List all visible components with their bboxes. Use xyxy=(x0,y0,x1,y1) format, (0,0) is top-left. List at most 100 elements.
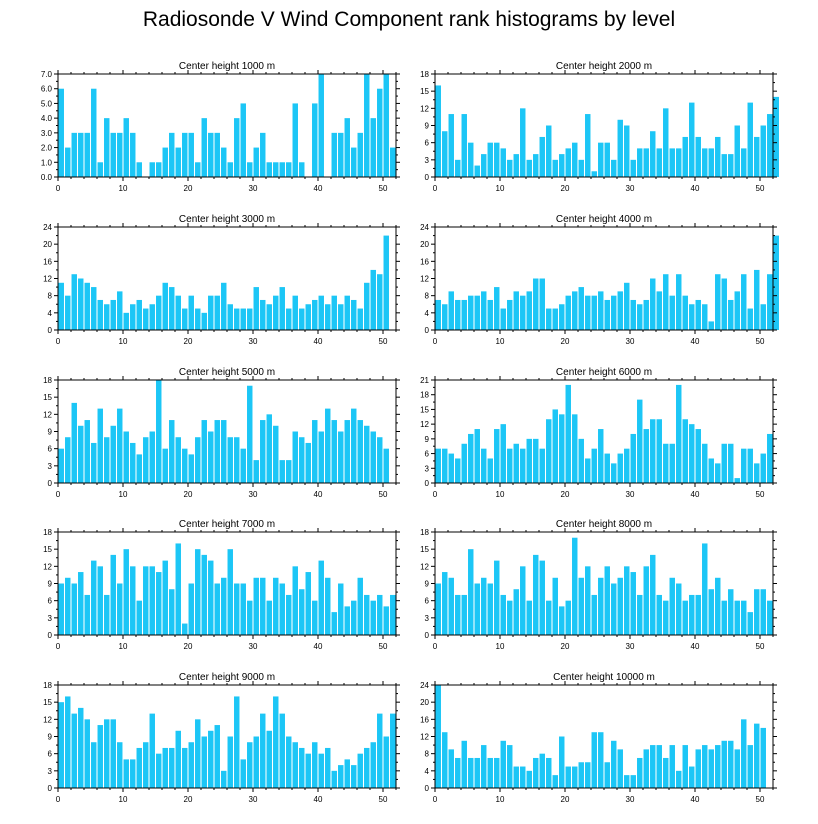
histogram-bar xyxy=(578,287,584,330)
histogram-bar xyxy=(195,719,201,788)
histogram-bar xyxy=(117,408,123,483)
histogram-bar xyxy=(156,295,162,330)
histogram-bar xyxy=(702,543,708,635)
histogram-bar xyxy=(494,757,500,788)
histogram-bar xyxy=(84,719,90,788)
histogram-bar xyxy=(279,713,285,788)
histogram-bar xyxy=(182,132,188,177)
histogram-bar xyxy=(715,463,721,483)
histogram-bar xyxy=(279,287,285,330)
histogram-bar xyxy=(630,572,636,635)
histogram-bar xyxy=(383,235,389,330)
histogram-bar xyxy=(682,600,688,635)
histogram-bar xyxy=(247,162,253,177)
histogram-bar xyxy=(169,287,175,330)
histogram-bar xyxy=(279,583,285,635)
histogram-bar xyxy=(299,589,305,635)
histogram-bar xyxy=(318,753,324,788)
histogram-bar xyxy=(656,594,662,635)
histogram-bar xyxy=(695,749,701,788)
histogram-bar xyxy=(104,594,110,635)
histogram-bar xyxy=(97,162,103,177)
x-tick-label: 30 xyxy=(626,642,635,651)
histogram-bar xyxy=(656,419,662,483)
histogram-bar xyxy=(481,154,487,177)
histogram-bar xyxy=(110,299,116,330)
histogram-bar xyxy=(578,159,584,177)
y-tick-label: 1.0 xyxy=(41,158,53,167)
x-tick-label: 40 xyxy=(314,184,323,193)
histogram-bar xyxy=(58,88,64,177)
histogram-bar xyxy=(221,147,227,177)
histogram-bar xyxy=(481,577,487,635)
histogram-bar xyxy=(533,278,539,330)
histogram-bar xyxy=(520,448,526,483)
histogram-bar xyxy=(604,566,610,635)
histogram-bar xyxy=(110,554,116,635)
histogram-bar xyxy=(721,740,727,788)
histogram-bar xyxy=(494,287,500,330)
histogram-bar xyxy=(728,740,734,788)
histogram-bar xyxy=(669,577,675,635)
histogram-bar xyxy=(708,148,714,177)
histogram-bar xyxy=(123,549,129,635)
histogram-bar xyxy=(604,299,610,330)
histogram-bar xyxy=(513,766,519,788)
histogram-bar xyxy=(149,713,155,788)
histogram-bar xyxy=(565,148,571,177)
y-tick-label: 12 xyxy=(420,420,429,429)
histogram-bar xyxy=(572,291,578,330)
histogram-bar xyxy=(260,713,266,788)
y-tick-label: 3 xyxy=(48,614,53,623)
x-tick-label: 0 xyxy=(433,490,438,499)
x-tick-label: 50 xyxy=(756,337,765,346)
x-tick-label: 20 xyxy=(184,337,193,346)
histogram-bar xyxy=(585,458,591,483)
histogram-bar xyxy=(448,749,454,788)
x-tick-label: 0 xyxy=(56,490,61,499)
histogram-panel: Center height 7000 m 0 3 6 9 12 15 18 0 10 20 30 40 5… xyxy=(43,519,400,651)
histogram-bar xyxy=(91,442,97,483)
histogram-bar xyxy=(292,742,298,788)
y-tick-label: 0 xyxy=(48,479,53,488)
histogram-bar xyxy=(175,543,181,635)
histogram-bar xyxy=(474,757,480,788)
histogram-bar xyxy=(227,549,233,635)
histogram-bar xyxy=(149,162,155,177)
panel-title: Center height 2000 m xyxy=(556,61,652,72)
histogram-bar xyxy=(676,583,682,635)
histogram-bar xyxy=(84,420,90,483)
y-tick-label: 6 xyxy=(48,750,53,759)
x-tick-label: 30 xyxy=(249,184,258,193)
histogram-panel: Center height 5000 m 0 3 6 9 12 15 18 0 10 20 30 40 5… xyxy=(43,367,400,499)
histogram-bar xyxy=(559,736,565,788)
histogram-bar xyxy=(370,742,376,788)
histogram-bar xyxy=(338,431,344,483)
histogram-bar xyxy=(734,749,740,788)
histogram-bar xyxy=(461,299,467,330)
x-tick-label: 20 xyxy=(184,184,193,193)
histogram-bar xyxy=(702,745,708,788)
y-tick-label: 15 xyxy=(43,393,52,402)
histogram-bar xyxy=(533,554,539,635)
histogram-bar xyxy=(481,291,487,330)
histogram-bar xyxy=(669,745,675,788)
y-tick-label: 6 xyxy=(425,139,430,148)
histogram-bar xyxy=(253,460,259,483)
histogram-bar xyxy=(208,730,214,788)
histogram-bar xyxy=(468,757,474,788)
histogram-bar xyxy=(760,727,766,788)
histogram-bar xyxy=(682,419,688,483)
histogram-bar xyxy=(71,583,77,635)
histogram-bar xyxy=(539,278,545,330)
y-tick-label: 20 xyxy=(43,240,52,249)
histogram-bar xyxy=(104,719,110,788)
histogram-bar xyxy=(136,600,142,635)
histogram-bar xyxy=(767,600,773,635)
histogram-bar xyxy=(624,775,630,788)
histogram-bar xyxy=(734,478,740,483)
histogram-bar xyxy=(617,749,623,788)
histogram-bar xyxy=(214,420,220,483)
histogram-bar xyxy=(481,448,487,483)
y-tick-label: 15 xyxy=(420,545,429,554)
